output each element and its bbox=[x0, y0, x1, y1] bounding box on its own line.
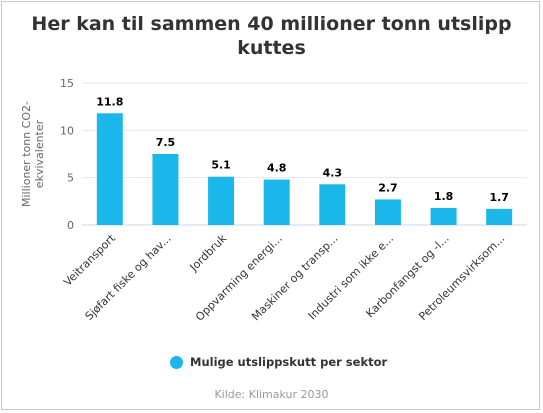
data-label: 11.8 bbox=[96, 95, 123, 108]
data-label: 4.3 bbox=[323, 166, 343, 179]
y-tick-label: 5 bbox=[67, 172, 74, 185]
bar[interactable] bbox=[486, 208, 513, 225]
bar[interactable] bbox=[152, 154, 179, 225]
data-label: 1.8 bbox=[434, 190, 454, 203]
bar[interactable] bbox=[263, 179, 290, 225]
bar[interactable] bbox=[430, 207, 457, 225]
bar[interactable] bbox=[208, 176, 235, 225]
y-axis-label: Millioner tonn CO2- bbox=[20, 101, 33, 207]
data-label: 7.5 bbox=[156, 136, 176, 149]
chart-title-line-1: Her kan til sammen 40 millioner tonn uts… bbox=[31, 13, 512, 35]
y-tick-label: 15 bbox=[60, 77, 74, 90]
bar[interactable] bbox=[374, 199, 401, 225]
y-tick-label: 0 bbox=[67, 219, 74, 232]
y-axis-label: ekvivalenter bbox=[33, 119, 46, 188]
bar[interactable] bbox=[96, 113, 123, 225]
x-tick-label: Veitransport bbox=[61, 231, 118, 288]
data-label: 5.1 bbox=[211, 159, 231, 172]
data-label: 4.8 bbox=[267, 162, 287, 175]
y-tick-label: 10 bbox=[60, 124, 74, 137]
legend-label: Mulige utslippskutt per sektor bbox=[190, 355, 388, 369]
data-label: 1.7 bbox=[489, 191, 509, 204]
x-tick-label: Jordbruk bbox=[187, 231, 230, 274]
legend[interactable]: Mulige utslippskutt per sektor bbox=[170, 353, 387, 371]
bar[interactable] bbox=[319, 184, 346, 225]
credits: Kilde: Klimakur 2030 bbox=[214, 388, 329, 401]
chart-title-line-2: kuttes bbox=[237, 37, 306, 59]
data-label: 2.7 bbox=[378, 181, 398, 194]
legend-marker-icon bbox=[170, 355, 183, 369]
